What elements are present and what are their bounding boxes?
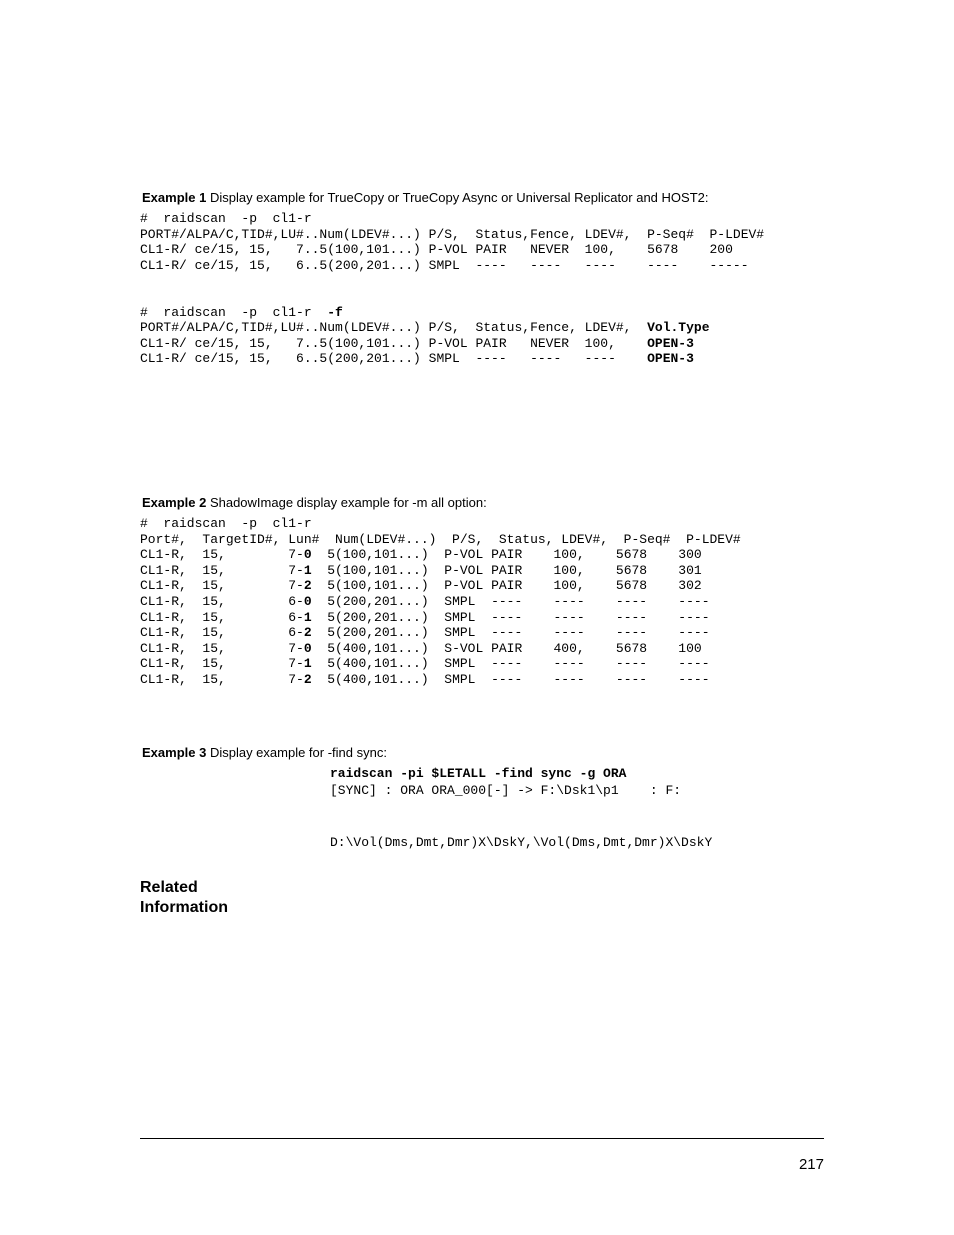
related-information-heading: Related Information xyxy=(140,878,824,918)
b2-r5a: CL1-R, 15, 6- xyxy=(140,594,304,609)
b2-r10b: 2 xyxy=(304,672,312,687)
b2-r8b: 0 xyxy=(304,641,312,656)
b3-cmd: raidscan -pi $LETALL -find sync -g ORA xyxy=(330,766,626,781)
b2-r6a: CL1-R, 15, 6- xyxy=(140,610,304,625)
b2-r3b: 1 xyxy=(304,563,312,578)
b2-r2b: 0 xyxy=(304,547,312,562)
b3-path: D:\Vol(Dms,Dmt,Dmr)X\DskY,\Vol(Dms,Dmt,D… xyxy=(330,835,712,850)
code-block-3: raidscan -pi $LETALL -find sync -g ORA [… xyxy=(330,766,824,799)
example2-intro: Example 2 ShadowImage display example fo… xyxy=(140,495,824,510)
b2-r4b: 2 xyxy=(304,578,312,593)
code-block-1: # raidscan -p cl1-r PORT#/ALPA/C,TID#,LU… xyxy=(140,211,824,367)
b2-r7a: CL1-R, 15, 6- xyxy=(140,625,304,640)
b1-l8a: CL1-R/ ce/15, 15, 6..5(200,201...) SMPL … xyxy=(140,351,647,366)
b2-r5b: 0 xyxy=(304,594,312,609)
b2-r0: # raidscan -p cl1-r xyxy=(140,516,312,531)
b2-r4a: CL1-R, 15, 7- xyxy=(140,578,304,593)
b3-out: [SYNC] : ORA ORA_000[-] -> F:\Dsk1\p1 : … xyxy=(330,783,681,798)
b2-r9b: 1 xyxy=(304,656,312,671)
b2-r7c: 5(200,201...) SMPL ---- ---- ---- ---- xyxy=(312,625,710,640)
related-line1: Related xyxy=(140,878,824,898)
b2-r3c: 5(100,101...) P-VOL PAIR 100, 5678 301 xyxy=(312,563,702,578)
page-number: 217 xyxy=(799,1156,824,1173)
example1-intro: Example 1 Display example for TrueCopy o… xyxy=(140,190,824,205)
b1-l1: # raidscan -p cl1-r xyxy=(140,211,312,226)
b1-l6a: PORT#/ALPA/C,TID#,LU#..Num(LDEV#...) P/S… xyxy=(140,320,647,335)
b1-l4: CL1-R/ ce/15, 15, 6..5(200,201...) SMPL … xyxy=(140,258,749,273)
b1-l7a: CL1-R/ ce/15, 15, 7..5(100,101...) P-VOL… xyxy=(140,336,647,351)
b1-l5a: # raidscan -p cl1-r xyxy=(140,305,327,320)
b2-r2a: CL1-R, 15, 7- xyxy=(140,547,304,562)
b1-l3: CL1-R/ ce/15, 15, 7..5(100,101...) P-VOL… xyxy=(140,242,733,257)
b1-l2: PORT#/ALPA/C,TID#,LU#..Num(LDEV#...) P/S… xyxy=(140,227,764,242)
b2-r8a: CL1-R, 15, 7- xyxy=(140,641,304,656)
b2-r10c: 5(400,101...) SMPL ---- ---- ---- ---- xyxy=(312,672,710,687)
b2-r8c: 5(400,101...) S-VOL PAIR 400, 5678 100 xyxy=(312,641,702,656)
b2-r6b: 1 xyxy=(304,610,312,625)
b1-l7b: OPEN-3 xyxy=(647,336,694,351)
b1-l8b: OPEN-3 xyxy=(647,351,694,366)
example3-intro: Example 3 Display example for -find sync… xyxy=(140,745,824,760)
path-line: D:\Vol(Dms,Dmt,Dmr)X\DskY,\Vol(Dms,Dmt,D… xyxy=(330,835,824,850)
page: Example 1 Display example for TrueCopy o… xyxy=(0,0,954,1235)
b2-r9c: 5(400,101...) SMPL ---- ---- ---- ---- xyxy=(312,656,710,671)
b2-r3a: CL1-R, 15, 7- xyxy=(140,563,304,578)
example2-body: ShadowImage display example for -m all o… xyxy=(206,495,486,510)
b1-l5b: -f xyxy=(327,305,343,320)
footer-divider xyxy=(140,1138,824,1139)
example1-label: Example 1 xyxy=(142,190,206,205)
example3-label: Example 3 xyxy=(142,745,206,760)
b2-r5c: 5(200,201...) SMPL ---- ---- ---- ---- xyxy=(312,594,710,609)
example3-body: Display example for -find sync: xyxy=(206,745,387,760)
b2-r7b: 2 xyxy=(304,625,312,640)
b2-r4c: 5(100,101...) P-VOL PAIR 100, 5678 302 xyxy=(312,578,702,593)
related-line2: Information xyxy=(140,898,824,918)
example1-body: Display example for TrueCopy or TrueCopy… xyxy=(206,190,708,205)
b2-r9a: CL1-R, 15, 7- xyxy=(140,656,304,671)
b2-r6c: 5(200,201...) SMPL ---- ---- ---- ---- xyxy=(312,610,710,625)
example2-label: Example 2 xyxy=(142,495,206,510)
code-block-2: # raidscan -p cl1-r Port#, TargetID#, Lu… xyxy=(140,516,824,688)
b2-r10a: CL1-R, 15, 7- xyxy=(140,672,304,687)
b1-l6b: Vol.Type xyxy=(647,320,709,335)
b2-r1: Port#, TargetID#, Lun# Num(LDEV#...) P/S… xyxy=(140,532,741,547)
b2-r2c: 5(100,101...) P-VOL PAIR 100, 5678 300 xyxy=(312,547,702,562)
